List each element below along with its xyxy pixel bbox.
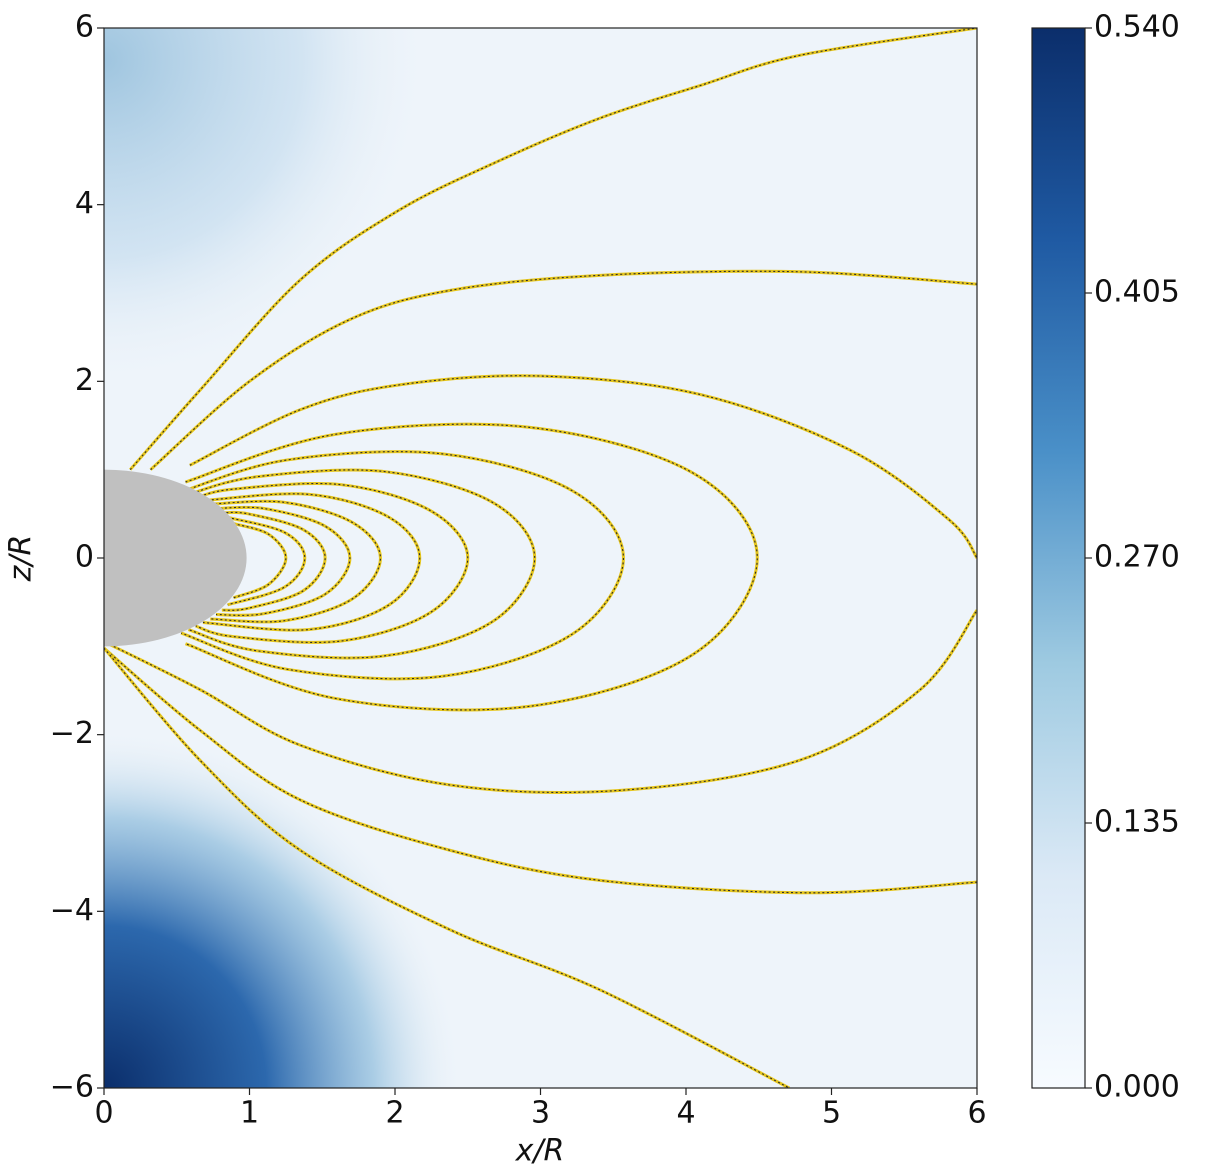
x-tick-label: 0 (94, 1096, 113, 1131)
colorbar-tick-label: 0.270 (1094, 540, 1180, 575)
x-tick-label: 5 (822, 1096, 841, 1131)
field-line-dash (216, 506, 351, 616)
field-line-dash (202, 493, 421, 631)
field-line-dash (210, 500, 382, 623)
colorbar-tick-label: 0.405 (1094, 275, 1180, 310)
field-line-dash (195, 482, 469, 643)
y-axis-label: z/R (4, 535, 39, 583)
colorbar (1031, 27, 1086, 1089)
field-line (149, 269, 977, 471)
field-line-dash (109, 609, 977, 793)
y-tick-label: 2 (75, 363, 94, 398)
body (104, 469, 247, 647)
y-tick-label: 0 (75, 540, 94, 575)
y-tick-label: 6 (75, 10, 94, 45)
field-map (104, 28, 977, 1088)
colorbar-tick-label: 0.135 (1094, 805, 1180, 840)
field-line-dash (180, 451, 624, 680)
x-tick-label: 3 (531, 1096, 550, 1131)
colorbar-tick-label: 0.000 (1094, 1070, 1180, 1105)
field-line (104, 647, 790, 1088)
y-tick-label: −6 (50, 1070, 94, 1105)
field-line-dash (185, 423, 758, 711)
field-line-dash (104, 647, 977, 894)
y-tick-label: −4 (50, 893, 94, 928)
field-line-dash (227, 516, 306, 606)
y-tick-label: 4 (75, 186, 94, 221)
x-tick-label: 4 (676, 1096, 695, 1131)
x-tick-label: 6 (967, 1096, 986, 1131)
x-tick-label: 2 (385, 1096, 404, 1131)
colorbar-tick-label: 0.540 (1094, 10, 1180, 45)
field-line-dash (129, 28, 977, 471)
x-tick-label: 1 (240, 1096, 259, 1131)
field-line (232, 522, 288, 600)
y-tick-label: −2 (50, 716, 94, 751)
field-line-dash (189, 375, 977, 559)
x-axis-label: x/R (515, 1134, 565, 1169)
field-line (187, 468, 537, 660)
field-line (221, 510, 327, 612)
